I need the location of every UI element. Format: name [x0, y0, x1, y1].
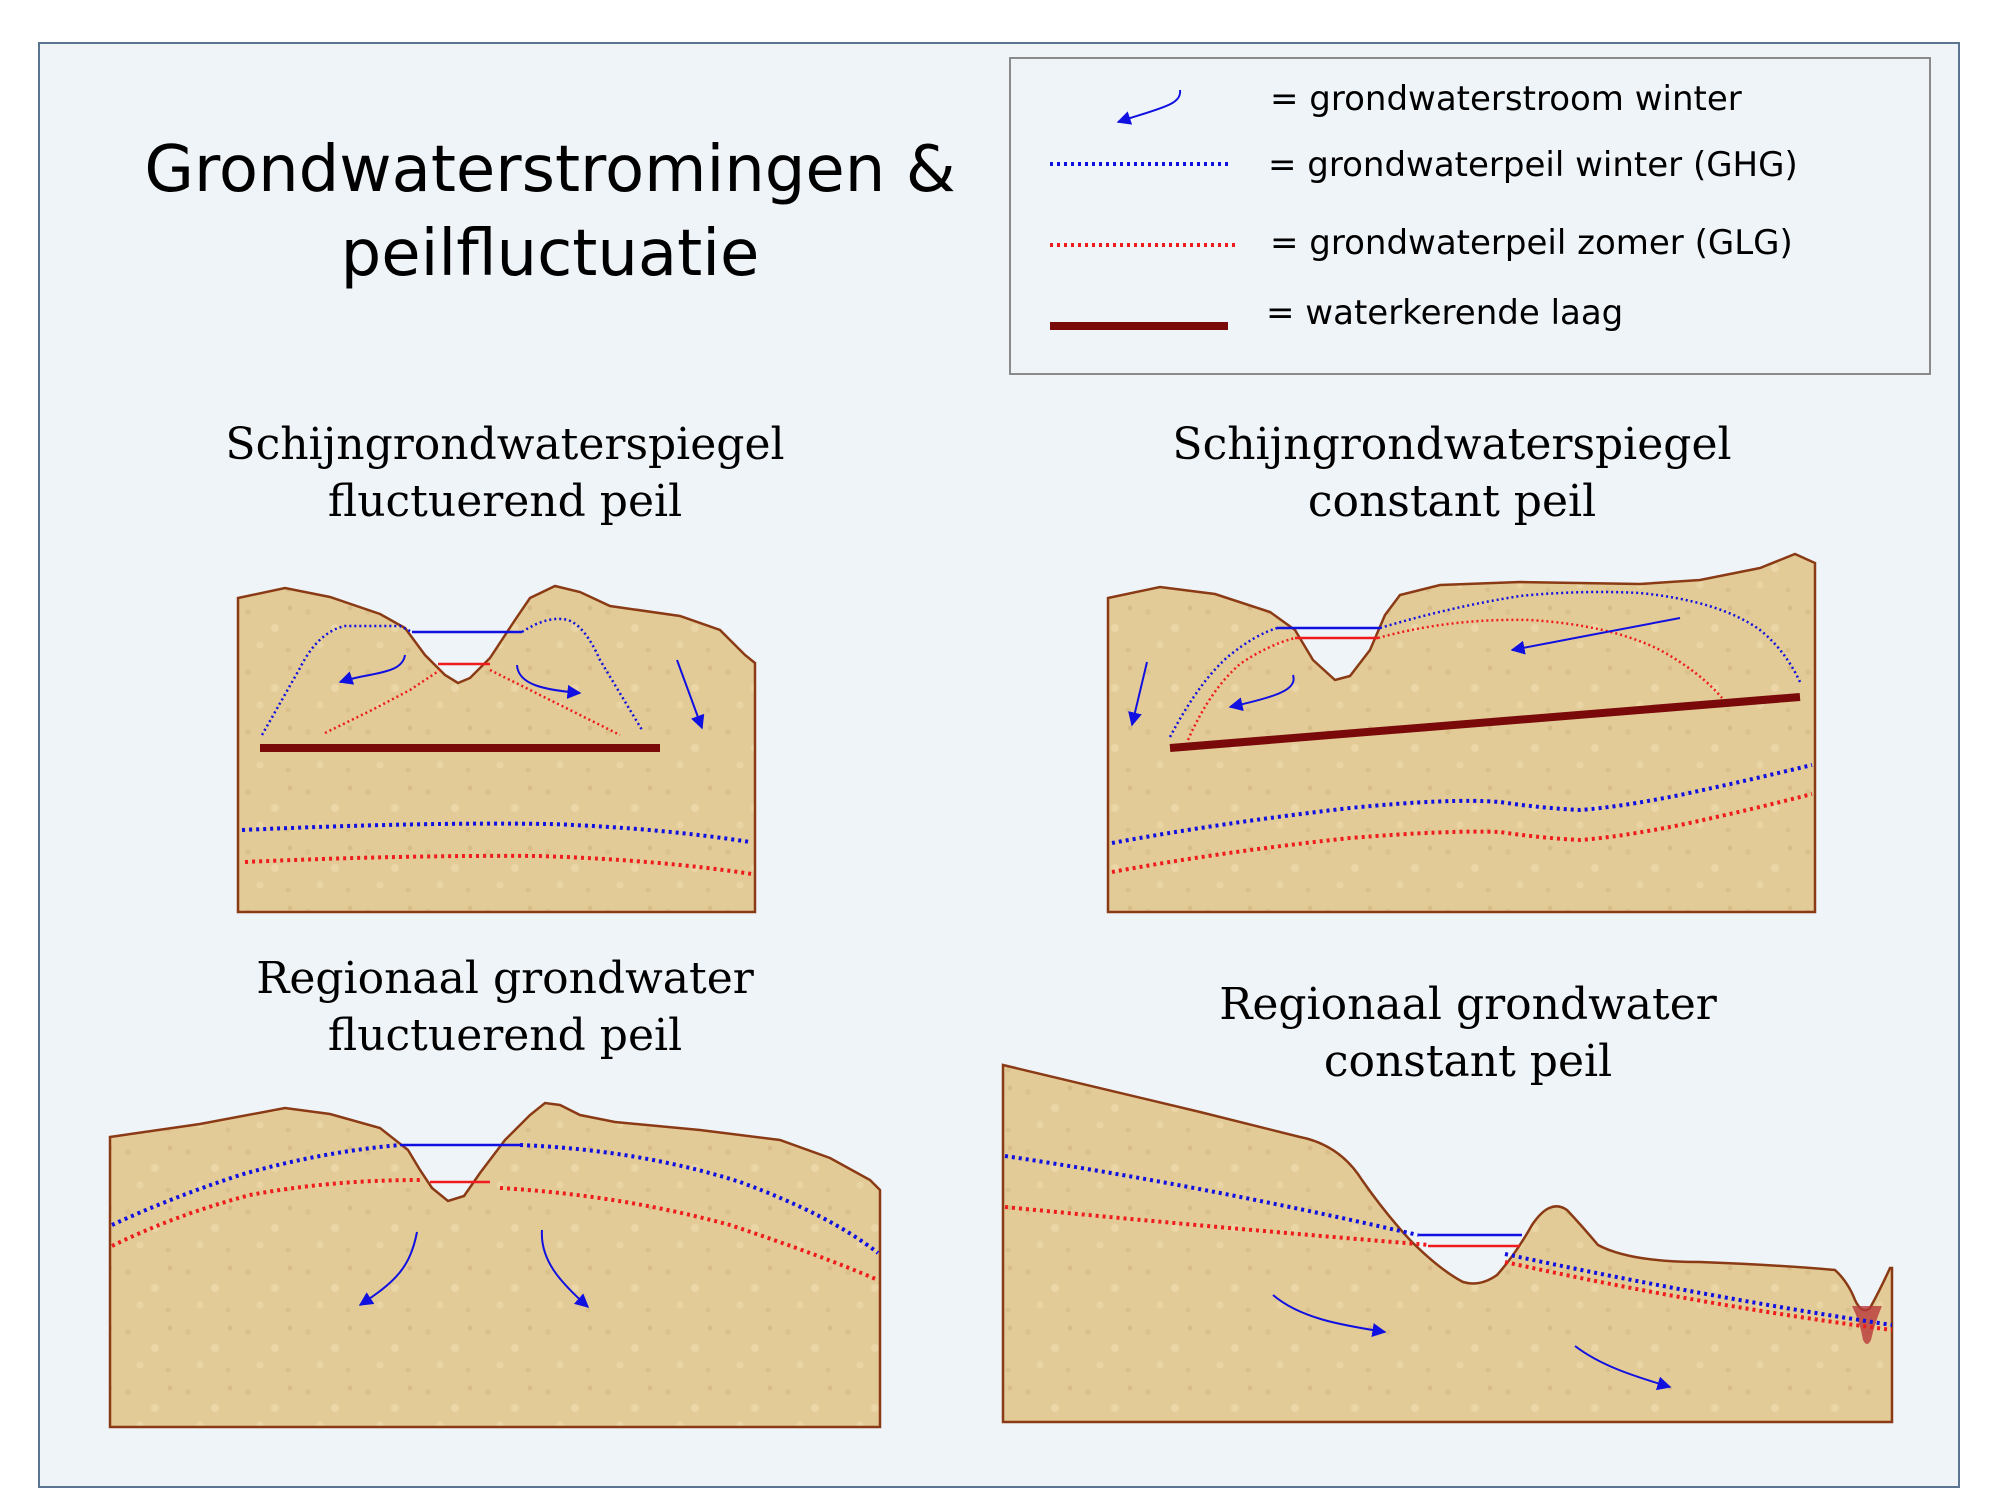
legend-symbols — [1050, 90, 1238, 326]
soil-body — [1003, 1065, 1892, 1422]
soil-body — [110, 1103, 880, 1427]
diagram-bottom-left — [110, 1103, 880, 1427]
soil-body — [1108, 554, 1815, 912]
diagram-top-left — [238, 586, 755, 912]
diagram-bottom-right — [1003, 1065, 1892, 1422]
diagram-top-right — [1108, 554, 1815, 912]
legend-flow-arrow-icon — [1118, 90, 1180, 122]
